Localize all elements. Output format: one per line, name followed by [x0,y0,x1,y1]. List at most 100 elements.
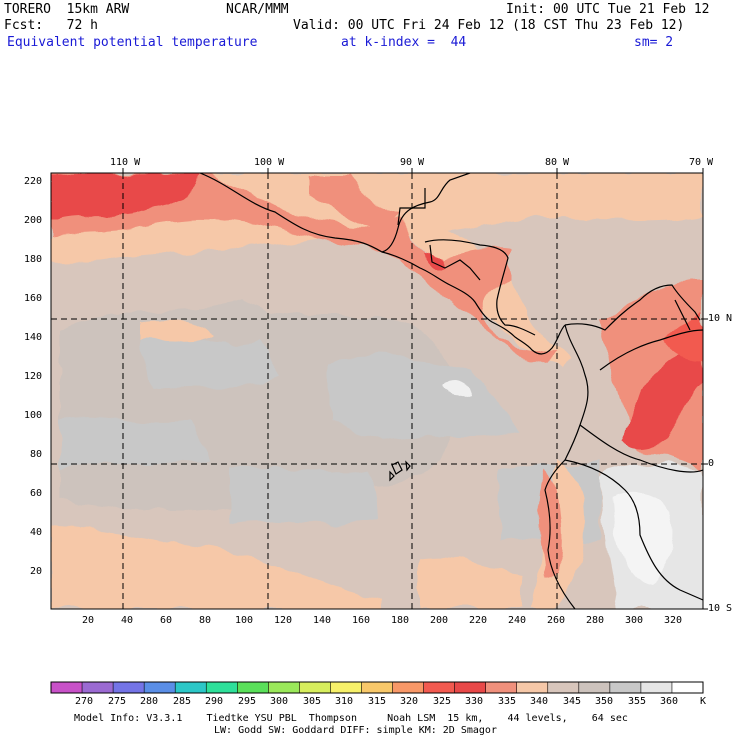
x-grid-label: 120 [274,615,293,626]
organization-label: NCAR/MMM [226,2,289,17]
lat-label-10s: 10 S [708,603,733,614]
colorbar-label: 345 [562,696,582,707]
lon-label-80w: 80 W [545,157,570,168]
y-grid-label: 220 [24,176,43,187]
colombia-venezuela-border [599,329,703,371]
level-index: at k-index = 44 [341,35,467,50]
mexico-coast [199,173,471,253]
field-region-345 [51,525,380,609]
lon-label-110w: 110 W [110,157,141,168]
colorbar-label: 290 [204,696,224,707]
coastlines [199,173,703,609]
lon-label-100w: 100 W [254,157,285,168]
colorbar [50,681,704,694]
init-time: Init: 00 UTC Tue 21 Feb 12 [506,2,710,17]
x-grid-label: 220 [469,615,488,626]
lat-label-0: 0 [708,458,715,469]
field-region-330 [622,345,703,448]
colorbar-swatch [361,682,394,693]
colorbar-swatch [547,682,580,693]
colorbar-swatch [671,682,704,693]
colorbar-swatch [454,682,487,693]
colorbar-swatch [299,682,331,693]
y-grid-label: 80 [30,449,43,460]
x-grid-label: 300 [625,615,644,626]
x-grid-label: 40 [121,615,134,626]
y-grid-label: 120 [24,371,43,382]
colorbar-swatch [578,682,611,693]
y-grid-label: 100 [24,410,43,421]
field-region-grey [230,467,380,525]
smoothing-label: sm= 2 [634,35,674,50]
colorbar-label: 340 [529,696,549,707]
colorbar-unit: K [699,696,707,707]
colorbar-swatch [330,682,362,693]
field-region-grey [140,337,280,390]
colorbar-label: 270 [74,696,94,707]
y-grid-label: 140 [24,332,43,343]
x-grid-label: 60 [160,615,173,626]
colorbar-label: 315 [367,696,387,707]
y-grid-label: 160 [24,293,43,304]
central-america-caribbean-coast [424,239,536,336]
field-region-340 [600,280,703,470]
colorbar-swatch [423,682,456,693]
x-grid-label: 140 [313,615,332,626]
field-region-330 [665,315,703,361]
colorbar-label: 350 [594,696,614,707]
ecuador-peru-border [564,459,703,601]
physics-info-line: LW: Godd SW: Goddard DIFF: simple KM: 2D… [214,725,497,736]
forecast-hour: Fcst: 72 h [4,18,98,33]
x-grid-label: 280 [586,615,605,626]
field-region-grey [60,417,210,470]
colorbar-label: 320 [399,696,419,707]
x-grid-label: 320 [664,615,683,626]
field-name: Equivalent potential temperature [7,35,258,50]
plot-frame [50,172,704,610]
colorbar-label: 305 [302,696,322,707]
colorbar-label: 335 [497,696,517,707]
lat-lon-grid [51,173,703,609]
colorbar-frame [50,681,704,694]
lon-label-70w: 70 W [689,157,714,168]
x-grid-label: 20 [82,615,95,626]
valid-time: Valid: 00 UTC Fri 24 Feb 12 (18 CST Thu … [293,18,685,33]
x-grid-label: 260 [547,615,566,626]
honduras-border [429,244,481,281]
colombia-north-coast [564,284,701,331]
colorbar-swatch [516,682,549,693]
colorbar-label: 295 [237,696,257,707]
model-title: TORERO 15km ARW [4,2,130,17]
x-grid-label: 160 [352,615,371,626]
colorbar-swatch [485,682,518,693]
galapagos-islands [389,460,411,482]
x-grid-label: 200 [430,615,449,626]
colorbar-swatch [82,682,114,693]
y-grid-label: 60 [30,488,43,499]
theta-e-field [51,173,703,609]
colorbar-swatch [609,682,642,693]
y-grid-label: 20 [30,566,43,577]
field-region-340 [310,175,400,230]
model-info-line: Model Info: V3.3.1 Tiedtke YSU PBL Thomp… [74,713,628,724]
field-region-grey [330,355,520,440]
x-grid-label: 240 [508,615,527,626]
y-grid-label: 200 [24,215,43,226]
field-region-345 [140,318,215,342]
colorbar-swatch [144,682,176,693]
colorbar-label: 285 [172,696,192,707]
lat-label-10n: 10 N [708,313,733,324]
central-america-pacific-coast [381,251,566,355]
colorbar-swatch [175,682,207,693]
colorbar-label: 310 [334,696,354,707]
colorbar-label: 330 [464,696,484,707]
field-region-330 [425,253,445,267]
y-grid-label: 40 [30,527,43,538]
colombia-peru-border [579,424,703,473]
x-grid-label: 80 [199,615,212,626]
field-region-330 [51,173,200,220]
field-region-345 [420,558,520,609]
colorbar-label: 325 [432,696,452,707]
colorbar-label: 300 [269,696,289,707]
field-region-white [440,380,470,396]
